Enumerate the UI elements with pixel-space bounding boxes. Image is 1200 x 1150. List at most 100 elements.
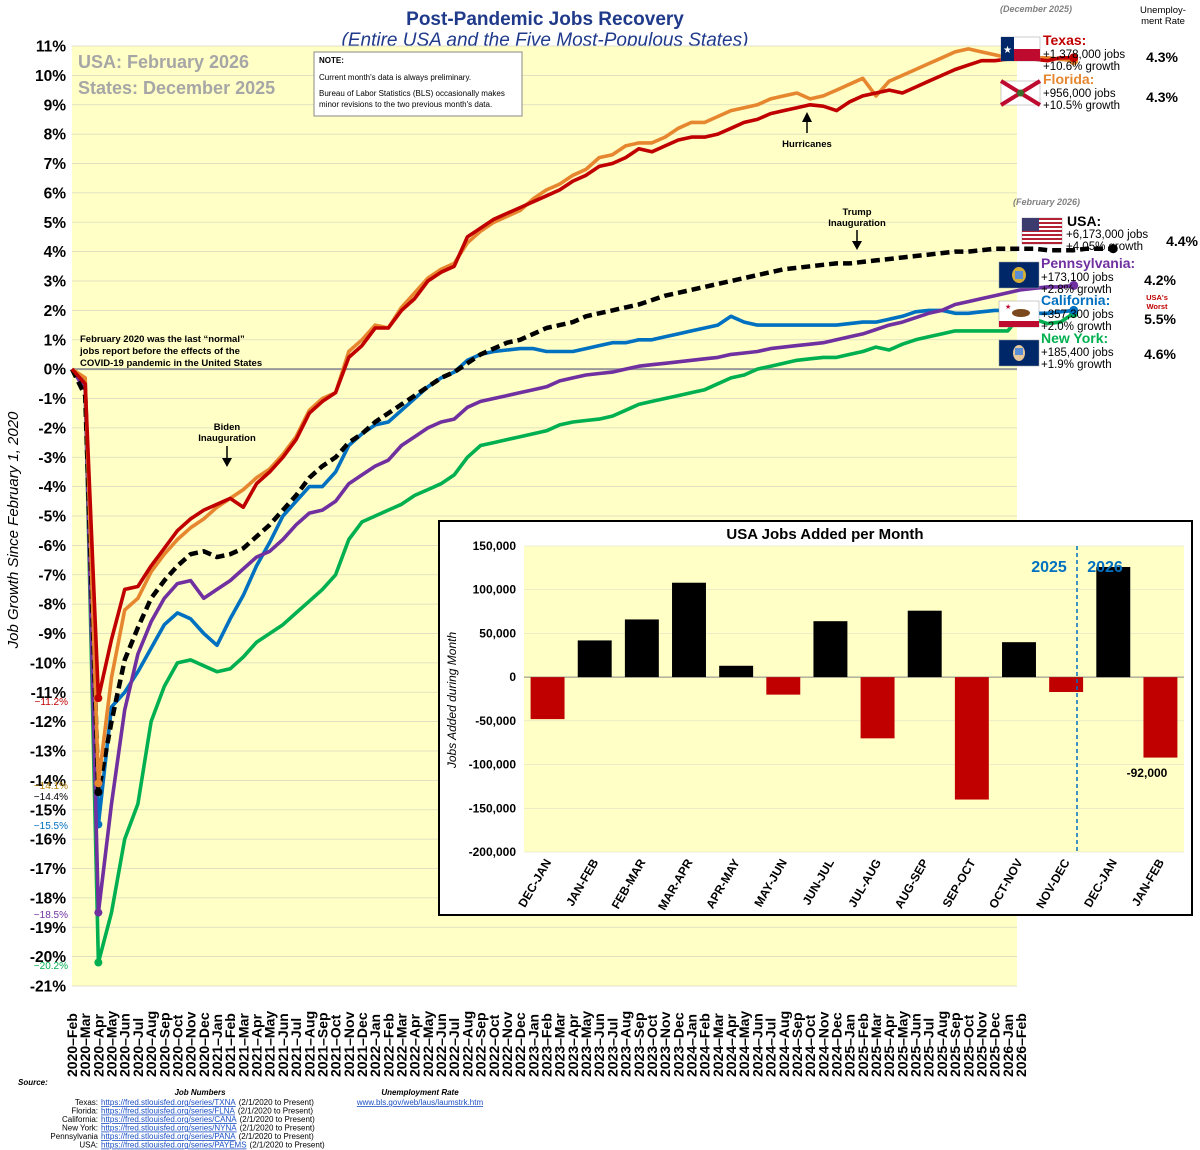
note-heading: NOTE: xyxy=(319,56,344,65)
legend-florida-growth: +10.5% growth xyxy=(1043,100,1120,112)
source-link[interactable]: https://fred.stlouisfed.org/series/FLNA xyxy=(101,1107,236,1116)
inset-y-tick-label: -200,000 xyxy=(469,845,517,859)
x-tick-label: 2025–Aug xyxy=(934,1011,950,1077)
x-tick-label: 2025–May xyxy=(894,1011,910,1077)
series-endpoint xyxy=(1069,280,1079,290)
x-tick-label: 2025–Sep xyxy=(947,1012,963,1077)
inset-bar xyxy=(954,677,989,800)
source-link[interactable]: https://fred.stlouisfed.org/series/PANA xyxy=(101,1132,236,1141)
x-tick-label: 2020–Sep xyxy=(156,1012,172,1077)
note-line-1: Current month's data is always prelimina… xyxy=(319,73,471,82)
source-range: (2/1/2020 to Present) xyxy=(239,1098,314,1107)
y-tick-label: -5% xyxy=(38,509,66,526)
biden-label-1: Biden xyxy=(214,422,241,433)
source-link[interactable]: https://fred.stlouisfed.org/series/TXNA xyxy=(101,1098,236,1107)
legend-usa-period: (February 2026) xyxy=(1013,197,1080,207)
year-label-2025: 2025 xyxy=(1031,559,1067,576)
source-label: California: xyxy=(62,1115,98,1124)
x-tick-label: 2024–Jun xyxy=(749,1013,765,1077)
source-label: Florida: xyxy=(71,1107,98,1116)
x-tick-label: 2025–Dec xyxy=(987,1012,1003,1077)
x-tick-label: 2021–Jun xyxy=(275,1013,291,1077)
y-tick-label: -10% xyxy=(30,655,66,672)
x-axis-ticks: 2020–Feb2020–Mar2020–Apr2020–May2020–Jun… xyxy=(64,1011,1029,1077)
x-tick-label: 2024–May xyxy=(736,1011,752,1077)
legend-texas-jobs: +1,378,000 jobs xyxy=(1043,49,1125,61)
y-tick-label: 0% xyxy=(44,362,67,379)
source-link[interactable]: https://fred.stlouisfed.org/series/NYNA xyxy=(101,1124,237,1133)
x-tick-label: 2023–Jul xyxy=(604,1018,620,1077)
x-tick-label: 2024–Mar xyxy=(710,1013,726,1077)
y-tick-label: -13% xyxy=(30,744,66,761)
x-tick-label: 2021–Apr xyxy=(249,1013,265,1077)
x-tick-label: 2025–Jul xyxy=(921,1018,937,1077)
x-tick-label: 2022–Jun xyxy=(433,1013,449,1077)
inset-bar xyxy=(624,619,659,678)
source-link[interactable]: https://fred.stlouisfed.org/series/PAYEM… xyxy=(101,1141,247,1150)
x-tick-label: 2024–Dec xyxy=(828,1012,844,1077)
inset-bar xyxy=(672,582,706,678)
x-tick-label: 2022–Apr xyxy=(407,1013,423,1077)
y-tick-label: -6% xyxy=(38,538,66,555)
source-range: (2/1/2020 to Present) xyxy=(250,1141,325,1150)
trough-label-texas: −11.2% xyxy=(35,697,69,708)
y-tick-label: -3% xyxy=(38,450,66,467)
x-tick-label: 2020–Apr xyxy=(90,1013,106,1077)
legend-usa-rate: 4.4% xyxy=(1166,233,1198,249)
x-tick-label: 2026–Feb xyxy=(1013,1013,1029,1077)
series-line-texas xyxy=(70,55,1074,700)
california-flag-icon: ★ xyxy=(998,300,1040,328)
source-label: Pennsylvania xyxy=(50,1132,98,1141)
legend-new-york: New York: +185,400 jobs +1.9% growth 4.6… xyxy=(998,330,1177,371)
x-tick-label: 2020–Nov xyxy=(183,1011,199,1077)
legend-pennsylvania-jobs: +173,100 jobs xyxy=(1041,272,1114,284)
inset-bar xyxy=(530,677,565,720)
inset-bar-chart: USA Jobs Added per Month 150,000 100,000 5… xyxy=(438,520,1193,916)
inset-bar xyxy=(1143,677,1178,758)
states-period-label: States: December 2025 xyxy=(78,78,275,98)
x-tick-label: 2025–Oct xyxy=(960,1014,976,1077)
y-tick-label: -4% xyxy=(38,479,66,496)
y-tick-label: -18% xyxy=(30,890,66,907)
unemployment-link[interactable]: www.bls.gov/web/laus/laumstrk.htm xyxy=(356,1098,484,1107)
y-tick-label: -16% xyxy=(30,832,66,849)
inset-y-tick-label: -100,000 xyxy=(469,758,517,772)
series-line-new-york xyxy=(70,311,1075,965)
pennsylvania-flag-icon xyxy=(998,261,1040,289)
source-range: (2/1/2020 to Present) xyxy=(239,1132,314,1141)
y-tick-label: -21% xyxy=(30,979,66,996)
x-tick-label: 2025–Jan xyxy=(842,1014,858,1077)
hurricanes-arrow-head xyxy=(802,112,812,122)
inset-y-tick-label: -50,000 xyxy=(475,714,516,728)
inset-bars xyxy=(530,566,1178,800)
legend-usa-name: USA: xyxy=(1067,213,1101,229)
hurricanes-label: Hurricanes xyxy=(782,139,832,150)
job-numbers-header: Job Numbers xyxy=(174,1088,226,1097)
legend-usa: USA: +6,173,000 jobs +4.05% growth 4.4% xyxy=(1021,213,1199,253)
svg-text:★: ★ xyxy=(1005,303,1011,311)
trough-label-usa: −14.4% xyxy=(34,792,68,803)
legend-california-jobs: +357,300 jobs xyxy=(1041,309,1114,321)
usa-worst-label-2: Worst xyxy=(1146,302,1168,311)
legend-new-york-name: New York: xyxy=(1041,330,1108,346)
y-tick-label: 7% xyxy=(44,156,67,173)
x-tick-label: 2024–Feb xyxy=(697,1013,713,1077)
trough-label-pennsylvania: −18.5% xyxy=(34,910,68,921)
x-tick-label: 2022–May xyxy=(420,1011,436,1077)
source-link[interactable]: https://fred.stlouisfed.org/series/CANA xyxy=(101,1115,237,1124)
pre-covid-note-3: COVID-19 pandemic in the United States xyxy=(80,358,262,369)
x-tick-label: 2020–Jul xyxy=(130,1018,146,1077)
inset-bar xyxy=(766,677,801,695)
inset-bar xyxy=(719,665,754,678)
x-tick-label: 2023–Oct xyxy=(644,1014,660,1077)
sources-title: Source: xyxy=(18,1078,48,1087)
legend-florida-name: Florida: xyxy=(1043,71,1094,87)
inset-y-tick-label: 0 xyxy=(509,670,516,684)
pre-covid-note-2: jobs report before the effects of the xyxy=(79,346,240,357)
biden-arrow-head xyxy=(222,458,232,467)
x-tick-label: 2021–Aug xyxy=(301,1011,317,1077)
y-tick-label: -19% xyxy=(30,920,66,937)
x-tick-label: 2025–Nov xyxy=(973,1011,989,1077)
y-axis-label: Job Growth Since February 1, 2020 xyxy=(5,411,22,649)
